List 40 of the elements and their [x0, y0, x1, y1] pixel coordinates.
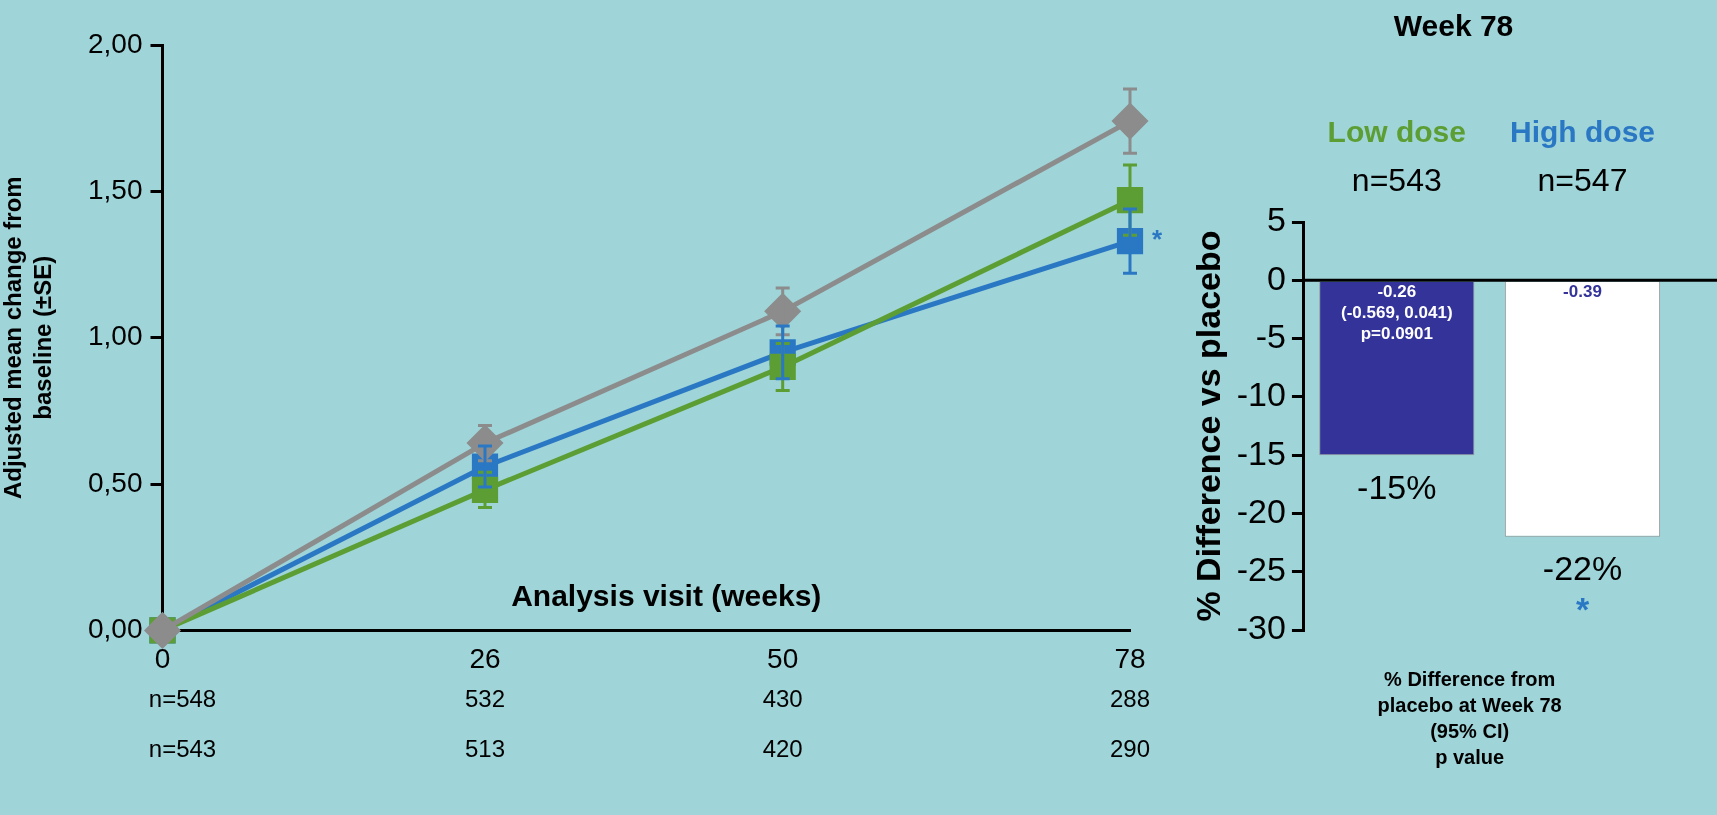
x-tick-label: High dose — [1509, 115, 1656, 149]
y-tick-label: -20 — [1236, 491, 1286, 530]
y-tick-label: 2,00 — [88, 27, 143, 59]
data-label: -22% — [1542, 549, 1623, 588]
annotation: -0.26 (-0.569, 0.041) p=0.0901 — [1341, 281, 1453, 343]
x-tick-label: 78 — [1114, 642, 1146, 674]
y-axis-title: % Difference vs placebo — [1188, 230, 1227, 622]
text: 532 — [464, 685, 506, 713]
y-axis-title: Adjusted mean change from baseline (±SE) — [0, 176, 56, 500]
chart-title: Week 78 — [1393, 9, 1514, 43]
y-tick-label: 1,00 — [88, 320, 143, 352]
y-tick-label: -15 — [1236, 433, 1286, 472]
text: 513 — [464, 735, 506, 763]
text: 420 — [762, 735, 803, 763]
x-tick-label: 0 — [154, 642, 171, 674]
text: n=543 — [1351, 161, 1442, 198]
x-tick-label: Low dose — [1327, 115, 1466, 149]
text: n=547 — [1537, 161, 1628, 198]
y-tick-label: -30 — [1236, 608, 1286, 647]
y-tick-label: 5 — [1267, 200, 1286, 239]
x-tick-label: 26 — [469, 642, 501, 674]
text: 430 — [762, 685, 803, 713]
annotation: * — [1152, 224, 1163, 255]
y-tick-label: -10 — [1236, 375, 1286, 414]
annotation: * — [1575, 590, 1590, 629]
y-tick-label: 0,00 — [88, 613, 143, 645]
x-tick-label: 50 — [767, 642, 799, 674]
text: % Difference from placebo at Week 78 (95% CI) p value — [1377, 667, 1562, 768]
y-tick-label: 1,50 — [88, 174, 143, 206]
y-tick-label: -25 — [1236, 550, 1286, 589]
annotation: -0.39 — [1563, 281, 1602, 301]
x-axis-title: Analysis visit (weeks) — [511, 578, 822, 612]
text: 290 — [1109, 735, 1151, 763]
data-label: -15% — [1357, 467, 1437, 506]
y-tick-label: 0 — [1267, 258, 1286, 297]
y-tick-label: -5 — [1255, 316, 1286, 355]
y-tick-label: 0,50 — [88, 466, 143, 498]
text: n=543 — [148, 735, 217, 763]
text: 288 — [1109, 685, 1151, 713]
text: n=548 — [148, 685, 217, 713]
